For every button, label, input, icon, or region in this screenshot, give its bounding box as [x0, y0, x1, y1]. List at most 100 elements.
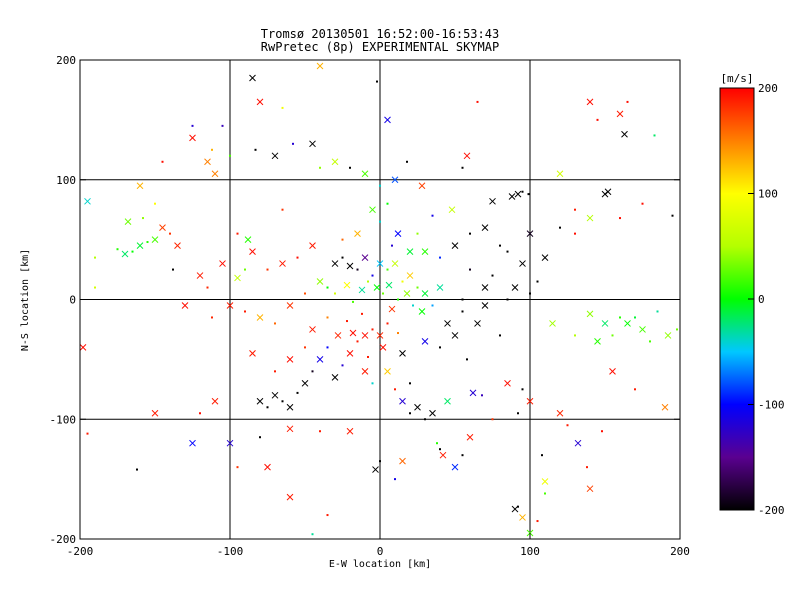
data-point-dot [274, 322, 276, 325]
data-point-x [601, 320, 609, 327]
data-point-dot [281, 208, 284, 211]
x-axis-ticks: -200 -100 0 100 200 [67, 60, 690, 558]
data-point-dot [116, 248, 119, 251]
chart-title: Tromsø 20130501 16:52:00-16:53:43 [261, 27, 499, 41]
data-point-x [391, 176, 399, 184]
data-point-x [331, 260, 339, 267]
data-point-dot [521, 190, 524, 193]
data-point-dot [254, 148, 257, 151]
data-point-dot [94, 256, 96, 259]
data-point-x [379, 344, 387, 351]
data-point-dot [641, 202, 644, 205]
data-point-x [586, 485, 594, 493]
data-point-x [331, 373, 339, 381]
data-point-dot [371, 328, 374, 331]
data-point-dot [649, 340, 651, 343]
data-point-dot [416, 232, 419, 235]
data-point-x [391, 260, 399, 267]
data-point-x [136, 242, 144, 249]
data-point-x [151, 409, 159, 417]
data-point-x [372, 466, 379, 473]
data-point-x [511, 284, 519, 291]
data-point-x [399, 457, 406, 465]
data-point-x [624, 320, 631, 327]
y-axis-label: N-S location [km] [20, 249, 31, 351]
data-point-x [621, 130, 628, 138]
data-point-x [418, 182, 426, 190]
data-point-x [244, 236, 252, 243]
data-point-dot [341, 256, 344, 259]
data-point-x [609, 367, 616, 375]
colorbar-tick-label: -100 [758, 399, 785, 412]
data-point-x [594, 338, 601, 345]
data-point-x [451, 242, 459, 249]
data-point-dot [517, 505, 519, 508]
data-point-dot [506, 250, 509, 253]
data-point-x [514, 190, 522, 198]
x-tick-label: -200 [67, 545, 94, 558]
data-point-x [354, 230, 361, 237]
data-point-x [481, 224, 489, 232]
data-point-dot [292, 142, 294, 145]
data-point-dot [304, 292, 306, 295]
data-point-x [121, 250, 129, 258]
data-point-dot [461, 310, 464, 313]
data-point-dot [439, 448, 441, 451]
data-point-dot [409, 412, 411, 415]
data-point-x [508, 193, 516, 200]
data-point-dot [131, 250, 134, 253]
data-point-dot [574, 208, 576, 211]
data-point-dot [476, 100, 479, 103]
data-point-x [256, 314, 264, 321]
data-point-dot [221, 124, 224, 127]
colorbar-tick-label: 200 [758, 82, 778, 95]
data-point-x [309, 326, 316, 333]
data-point-x [361, 367, 369, 375]
data-point-dot [211, 148, 213, 151]
data-point-dot [146, 241, 149, 244]
data-point-x [451, 463, 459, 471]
data-point-dot [566, 424, 569, 427]
data-point-dot [634, 388, 636, 391]
data-point-x [549, 320, 556, 327]
data-point-x [256, 98, 264, 106]
data-point-dot [397, 332, 399, 335]
data-point-dot [491, 418, 494, 421]
data-point-x [444, 397, 451, 405]
colorbar-tick-label: 0 [758, 293, 765, 306]
data-point-x [79, 344, 87, 351]
data-point-x [481, 302, 489, 309]
data-point-x [451, 332, 459, 339]
data-point-x [586, 98, 594, 106]
data-point-dot [469, 268, 471, 271]
data-point-dot [371, 274, 374, 277]
data-point-x [376, 332, 384, 339]
data-point-x [541, 478, 549, 485]
data-point-dot [386, 268, 389, 271]
data-point-dot [379, 460, 381, 463]
data-point-dot [574, 334, 576, 337]
data-point-x [519, 514, 526, 521]
data-point-dot [461, 166, 464, 169]
data-point-dot [274, 370, 276, 373]
data-point-x [519, 260, 526, 267]
data-point-x [399, 350, 406, 357]
data-point-dot [382, 292, 384, 295]
data-point-dot [544, 492, 546, 495]
data-point-x [385, 281, 393, 289]
data-point-dot [481, 394, 483, 397]
data-point-x [124, 218, 132, 226]
data-point-dot [236, 466, 239, 469]
colorbar-label: [m/s] [720, 72, 753, 85]
data-point-dot [424, 418, 426, 421]
data-point-x [361, 170, 369, 178]
data-point-dot [379, 220, 381, 223]
data-point-dot [601, 430, 603, 433]
data-point-x [469, 389, 477, 397]
data-point-x [394, 230, 402, 237]
data-point-x [286, 302, 294, 309]
data-point-dot [281, 106, 284, 109]
data-point-dot [367, 355, 369, 358]
x-tick-label: -100 [217, 545, 244, 558]
